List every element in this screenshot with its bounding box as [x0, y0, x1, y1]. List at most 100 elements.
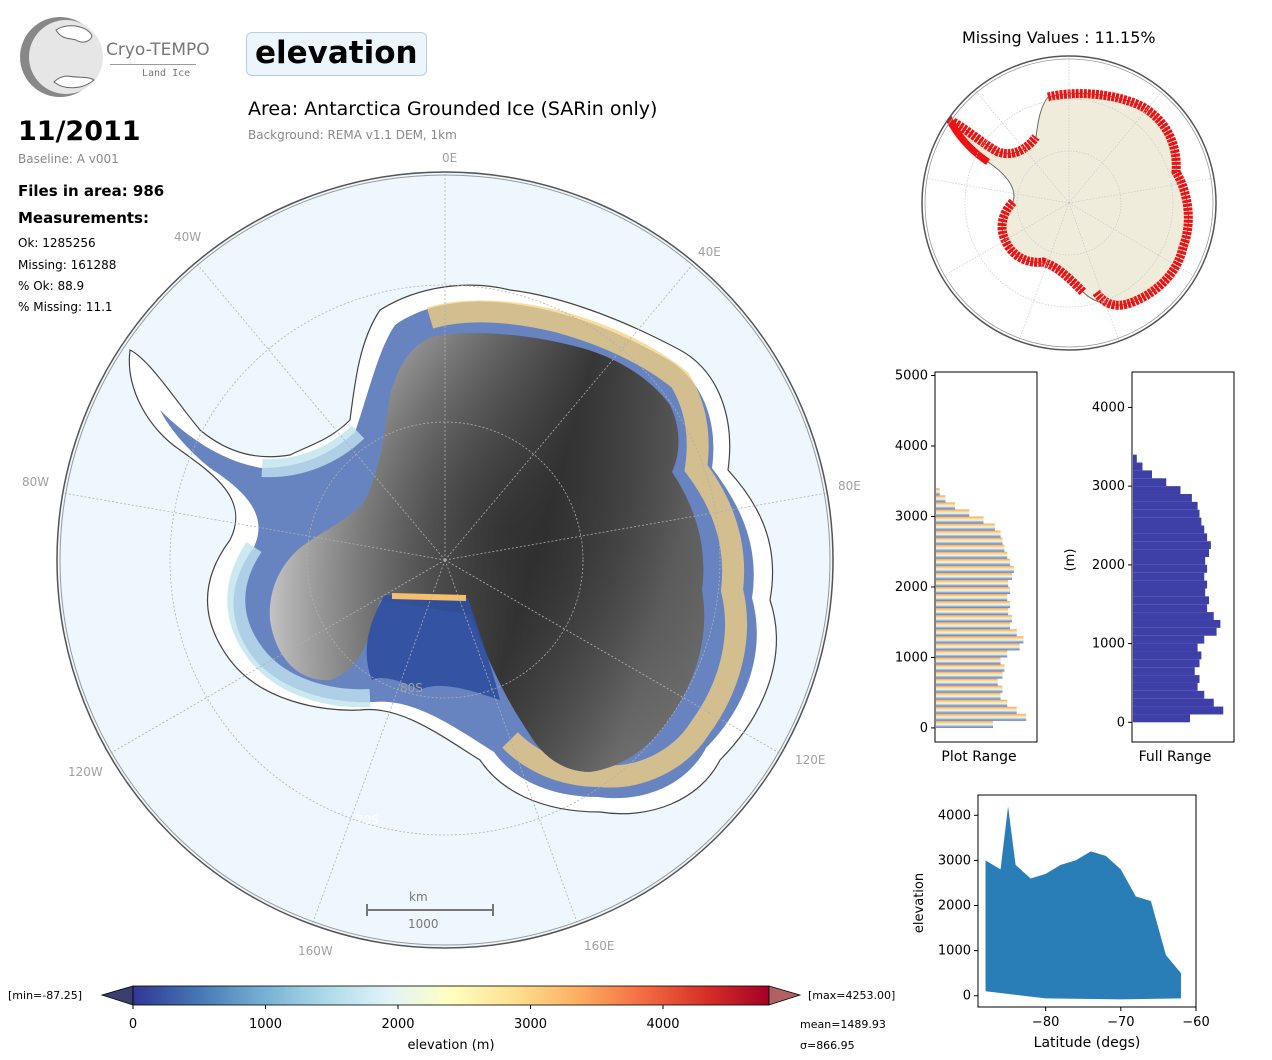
ross-edge [391, 593, 467, 601]
logo-sub: Land Ice [142, 68, 191, 79]
coastal-warm-band [426, 300, 748, 788]
full-range-bar [1133, 486, 1181, 495]
scatter-ytick-label: 4000 [938, 808, 971, 823]
colorbar-mean: mean=1489.93 [800, 1018, 886, 1031]
full-range-bar [1133, 619, 1221, 628]
plot-range-bar [936, 537, 1003, 545]
plot-range-bar [936, 509, 970, 517]
full-range-bar [1133, 690, 1205, 699]
full-range-bar [1133, 454, 1137, 463]
plot-range-bar [936, 565, 1014, 573]
plot-range-bar [936, 544, 1005, 552]
full-range-bar [1133, 635, 1205, 644]
lon-label-80e: 80E [838, 479, 861, 493]
colorbar-tick-label: 1000 [249, 1017, 282, 1032]
scatter-xtick-label: −70 [1107, 1015, 1134, 1030]
full-range-bar [1133, 557, 1206, 565]
stat-pct-missing: % Missing: 11.1 [18, 300, 113, 314]
stat-pct-ok: % Ok: 88.9 [18, 279, 85, 293]
scatter-ylabel: elevation [912, 873, 927, 933]
plot-range-bar [936, 572, 1012, 580]
plot-range-bar [936, 664, 1005, 672]
plot-range-histogram: 0 1000 2000 3000 4000 5000 Plot Range [895, 369, 1038, 765]
full-range-bar [1133, 564, 1208, 573]
plot-range-ytick-label: 5000 [895, 369, 928, 384]
full-range-bar [1133, 714, 1190, 723]
full-range-bar [1133, 478, 1167, 487]
full-range-bar [1133, 572, 1205, 581]
plot-range-bar [936, 594, 1008, 602]
full-range-bar [1133, 533, 1208, 542]
full-range-bar [1133, 501, 1198, 510]
full-range-bar [1133, 549, 1209, 557]
scatter-xtick-label: −60 [1182, 1015, 1209, 1030]
plot-range-bar [936, 601, 1011, 609]
plot-range-bar [936, 586, 1011, 594]
full-range-ytick-label: 2000 [1092, 558, 1125, 573]
missing-red-margin-west [950, 118, 1087, 296]
plot-range-bar [936, 636, 1024, 644]
missing-red-margin-east [1046, 89, 1193, 310]
plot-range-bar [936, 699, 1008, 707]
full-range-bar [1133, 462, 1143, 471]
files-in-area: Files in area: 986 [18, 182, 165, 200]
plot-range-bar [936, 685, 1003, 693]
missing-values-map [921, 55, 1217, 351]
scatter-xtick-label: −80 [1032, 1015, 1059, 1030]
plot-range-bar [936, 671, 1003, 679]
plot-range-bar [936, 692, 1001, 700]
full-range-bar [1133, 651, 1202, 660]
missing-map-landmass [952, 93, 1189, 306]
cryo-tempo-logo: Cryo-TEMPO Land Ice [18, 16, 210, 98]
colorbar-tick-label: 4000 [646, 1017, 679, 1032]
lon-label-40e: 40E [698, 245, 721, 259]
plot-range-bar [936, 530, 1001, 538]
lon-label-80w: 80W [22, 475, 49, 489]
background-note: Background: REMA v1.1 DEM, 1km [248, 128, 457, 142]
date-title: 11/2011 [18, 116, 141, 147]
colorbar-max-extend [768, 985, 802, 1006]
scale-bar-value: 1000 [408, 917, 439, 931]
lon-label-0e: 0E [442, 151, 457, 165]
full-range-bar [1133, 580, 1208, 589]
full-range-xlabel: Full Range [1139, 749, 1212, 765]
full-range-bar [1133, 525, 1205, 534]
full-range-bar [1133, 682, 1198, 691]
scatter-ytick-label: 0 [963, 989, 971, 1004]
colorbar-gradient [132, 985, 770, 1006]
plot-range-bar [936, 720, 993, 728]
plot-range-bar [936, 502, 955, 510]
plot-range-bar [936, 629, 1017, 637]
full-range-bar [1133, 643, 1198, 652]
plot-range-xlabel: Plot Range [941, 749, 1016, 765]
full-range-bar [1133, 706, 1224, 715]
lon-label-160w: 160W [298, 944, 333, 958]
colorbar-tick-label: 0 [129, 1017, 137, 1032]
plot-range-ytick-label: 3000 [895, 509, 928, 524]
ross-ice-shelf-gap [366, 595, 500, 700]
variable-badge-label: elevation [255, 35, 418, 71]
full-range-bar [1133, 627, 1217, 636]
plot-range-bar [936, 615, 1012, 623]
plot-range-bar [936, 657, 1001, 665]
full-range-bar [1133, 494, 1192, 502]
scatter-points [985, 806, 1181, 1000]
elevation-colorbar: 0 1000 2000 3000 4000 [min=-87.25] [max=4253… [8, 985, 895, 1053]
scatter-ytick-label: 1000 [938, 944, 971, 959]
plot-range-bar [936, 678, 998, 686]
plot-range-bar [936, 608, 1009, 616]
colorbar-tick-label: 3000 [514, 1017, 547, 1032]
logo-name: Cryo-TEMPO [106, 40, 210, 60]
variable-badge: elevation [246, 32, 427, 76]
colorbar-min-label: [min=-87.25] [8, 989, 82, 1002]
measurements-heading: Measurements: [18, 209, 149, 227]
plot-range-bar [936, 495, 946, 503]
scale-bar: km 1000 [366, 890, 494, 931]
interior-dem-shade [269, 333, 705, 772]
full-range-bar [1133, 596, 1209, 605]
plot-range-bar [936, 713, 1027, 721]
stat-ok: Ok: 1285256 [18, 236, 96, 250]
full-range-bar [1133, 612, 1214, 620]
plot-range-ytick-label: 4000 [895, 439, 928, 454]
full-range-bar [1133, 698, 1214, 707]
